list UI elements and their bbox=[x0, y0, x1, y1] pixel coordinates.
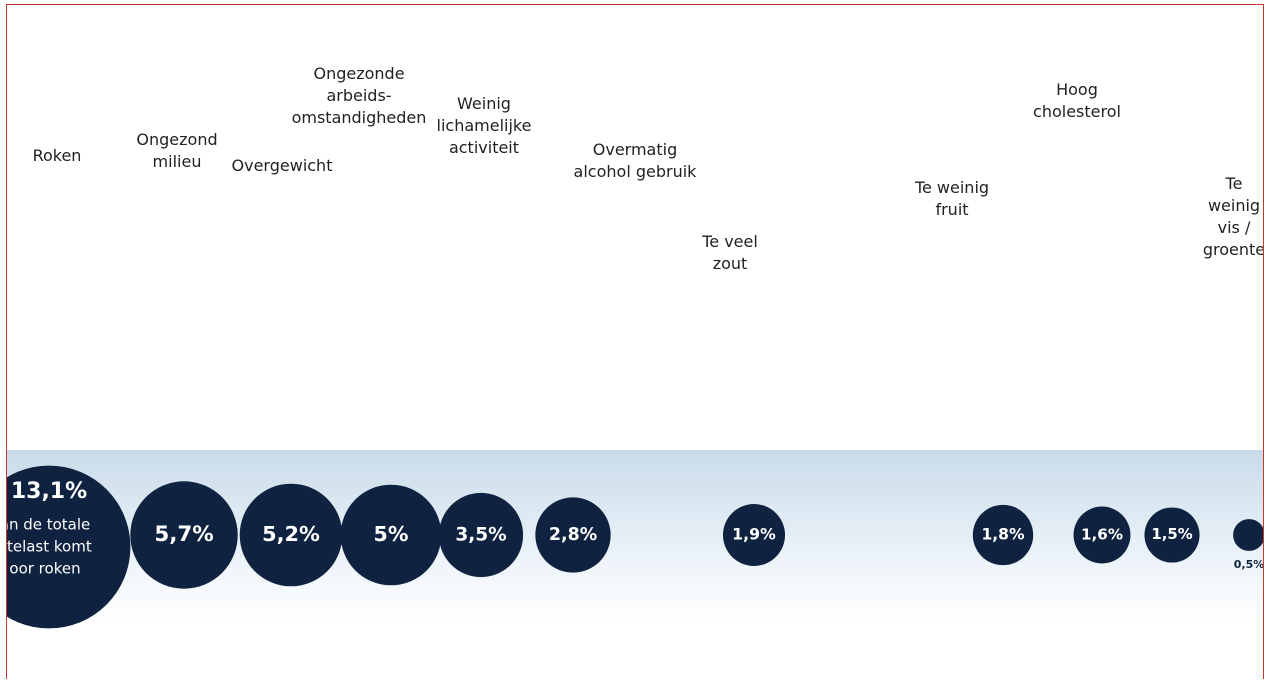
category-label: Ongezonde arbeids- omstandigheden bbox=[292, 63, 427, 129]
infographic: 13,1% an de totale ktelast komt oor roken 5,… bbox=[0, 0, 1270, 682]
category-label: Weinig lichamelijke activiteit bbox=[437, 93, 532, 159]
value-label: 2,8% bbox=[549, 525, 597, 545]
category-label: Hoog cholesterol bbox=[1033, 79, 1121, 123]
annotation: an de totale bbox=[7, 516, 90, 534]
value-label: 1,9% bbox=[732, 525, 776, 544]
value-label: 13,1% bbox=[11, 479, 87, 504]
value-label: 0,5% bbox=[1234, 558, 1263, 571]
value-label: 5,7% bbox=[154, 522, 213, 547]
annotation: oor roken bbox=[9, 560, 80, 578]
value-label: 5% bbox=[374, 522, 409, 546]
category-label: Te veel zout bbox=[702, 231, 758, 275]
value-label: 3,5% bbox=[455, 525, 506, 546]
value-label: 1,5% bbox=[1151, 525, 1192, 543]
category-label: Overgewicht bbox=[232, 155, 333, 177]
value-label: 5,2% bbox=[262, 522, 320, 546]
category-label: Roken bbox=[33, 145, 82, 167]
value-label: 1,6% bbox=[1081, 526, 1123, 544]
category-label: Te weinig vis / groente bbox=[1203, 173, 1264, 261]
annotation: ktelast komt bbox=[7, 538, 92, 556]
frame: 13,1% an de totale ktelast komt oor roken 5,… bbox=[6, 4, 1264, 679]
category-label: Ongezond milieu bbox=[136, 129, 217, 173]
value-label: 1,8% bbox=[981, 526, 1025, 544]
category-label: Overmatig alcohol gebruik bbox=[574, 139, 697, 183]
category-label: Te weinig fruit bbox=[915, 177, 989, 221]
